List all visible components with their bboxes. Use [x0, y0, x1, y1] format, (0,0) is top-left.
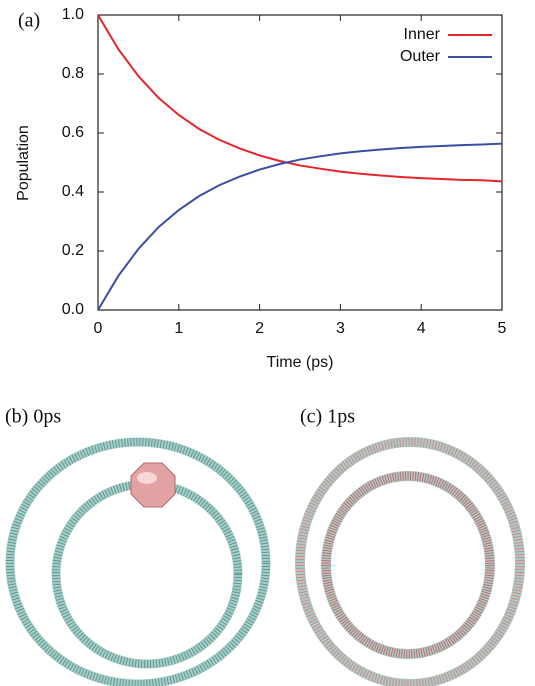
panel-label: (c) 1ps [300, 406, 355, 428]
ring-image-b [5, 437, 271, 686]
y-tick-label: 0.2 [62, 242, 84, 259]
y-tick-label: 1.0 [62, 6, 84, 23]
y-axis-label: Population [15, 125, 32, 201]
legend-label: Inner [404, 26, 441, 43]
line-series [97, 14, 503, 183]
panel-label: (b) 0ps [5, 406, 61, 428]
x-axis-label: Time (ps) [267, 354, 334, 371]
legend-label: Outer [400, 48, 441, 65]
x-tick-label: 5 [498, 320, 507, 337]
x-tick-label: 2 [255, 320, 264, 337]
y-tick-label: 0.8 [62, 65, 84, 82]
x-tick-label: 0 [94, 320, 103, 337]
panel-label: (a) [18, 10, 40, 32]
y-tick-label: 0.6 [62, 124, 84, 141]
x-tick-label: 3 [336, 320, 345, 337]
line-series [97, 142, 503, 311]
x-tick-label: 1 [174, 320, 183, 337]
plot-frame [97, 14, 503, 311]
y-tick-label: 0.4 [62, 183, 84, 200]
y-tick-label: 0.0 [62, 301, 84, 318]
ring-image-c [295, 437, 525, 686]
x-tick-label: 4 [417, 320, 426, 337]
